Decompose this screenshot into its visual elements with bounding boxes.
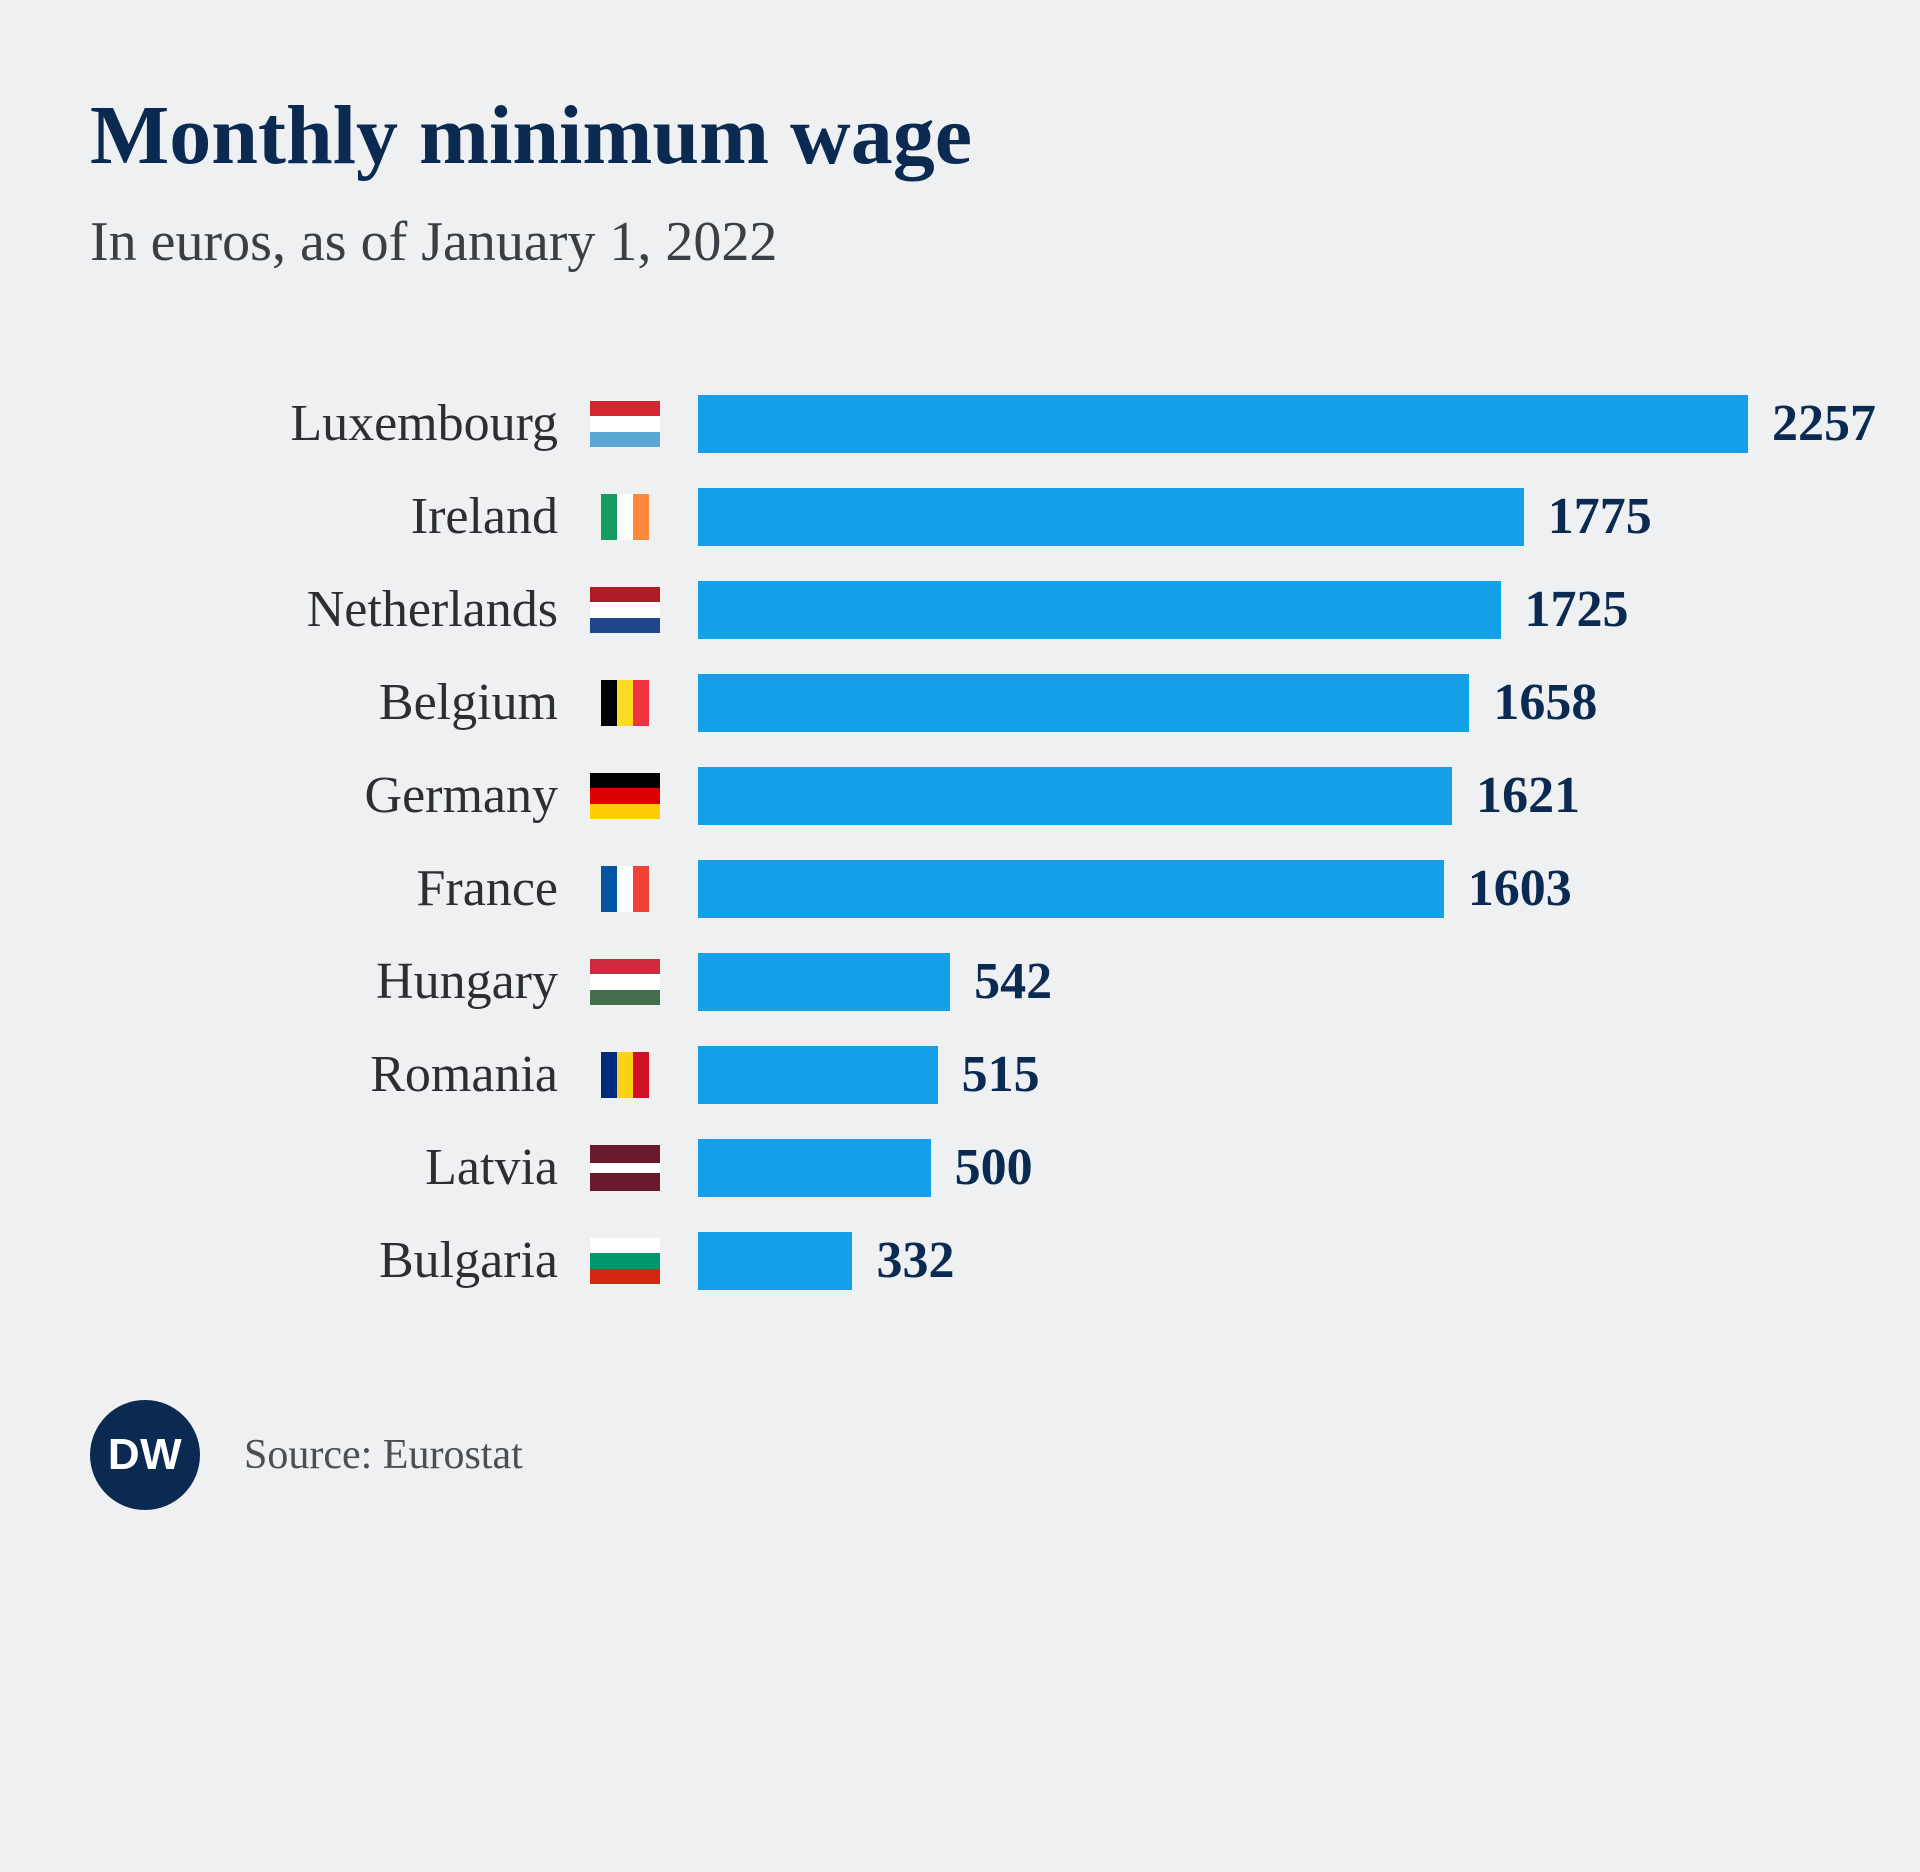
bar-row: Ireland 1775 (90, 487, 1830, 546)
flag-icon (601, 866, 649, 912)
bar-row: Hungary 542 (90, 952, 1830, 1011)
flag-icon (590, 773, 660, 819)
bar (698, 1139, 931, 1197)
flag-icon (601, 494, 649, 540)
bar-row: Netherlands 1725 (90, 580, 1830, 639)
chart-subtitle: In euros, as of January 1, 2022 (90, 210, 1830, 274)
flag-icon (601, 1052, 649, 1098)
bar-row: Romania 515 (90, 1045, 1830, 1104)
flag-cell (580, 494, 670, 540)
flag-icon (601, 680, 649, 726)
flag-icon (590, 401, 660, 447)
bar-value: 1603 (1444, 859, 1572, 918)
country-label: Romania (90, 1045, 580, 1104)
bar-chart: Luxembourg2257 Ireland 1775 Netherlands 1725… (90, 394, 1830, 1290)
bar-row: Latvia 500 (90, 1138, 1830, 1197)
bar-value: 1725 (1501, 580, 1629, 639)
flag-cell (580, 680, 670, 726)
bar (698, 767, 1452, 825)
country-label: Luxembourg (90, 394, 580, 453)
bar-row: France 1603 (90, 859, 1830, 918)
bar-value: 515 (938, 1045, 1040, 1104)
flag-cell (580, 866, 670, 912)
bar-value: 1621 (1452, 766, 1580, 825)
bar-wrap: 1725 (670, 580, 1830, 639)
source-label: Source: Eurostat (244, 1431, 523, 1479)
flag-cell (580, 1145, 670, 1191)
bar-value: 1658 (1469, 673, 1597, 732)
dw-logo-text: DW (108, 1430, 182, 1480)
country-label: Latvia (90, 1138, 580, 1197)
bar-row: Germany 1621 (90, 766, 1830, 825)
country-label: Hungary (90, 952, 580, 1011)
flag-cell (580, 1238, 670, 1284)
bar-row: Luxembourg2257 (90, 394, 1830, 453)
bar-wrap: 332 (670, 1231, 1830, 1290)
bar-value: 542 (950, 952, 1052, 1011)
bar (698, 581, 1501, 639)
country-label: Ireland (90, 487, 580, 546)
flag-icon (590, 959, 660, 1005)
bar-wrap: 1775 (670, 487, 1830, 546)
bar (698, 488, 1524, 546)
flag-cell (580, 959, 670, 1005)
flag-cell (580, 401, 670, 447)
dw-logo: DW (90, 1400, 200, 1510)
country-label: Germany (90, 766, 580, 825)
country-label: Belgium (90, 673, 580, 732)
bar-wrap: 1603 (670, 859, 1830, 918)
bar-wrap: 542 (670, 952, 1830, 1011)
bar-value: 332 (852, 1231, 954, 1290)
bar-wrap: 2257 (670, 394, 1876, 453)
chart-footer: DW Source: Eurostat (90, 1400, 1830, 1510)
flag-cell (580, 773, 670, 819)
country-label: Bulgaria (90, 1231, 580, 1290)
bar (698, 1046, 938, 1104)
bar (698, 860, 1444, 918)
bar-wrap: 1621 (670, 766, 1830, 825)
chart-title: Monthly minimum wage (90, 90, 1830, 182)
bar-wrap: 500 (670, 1138, 1830, 1197)
flag-cell (580, 1052, 670, 1098)
bar-row: Bulgaria 332 (90, 1231, 1830, 1290)
flag-icon (590, 587, 660, 633)
bar (698, 1232, 852, 1290)
bar-wrap: 515 (670, 1045, 1830, 1104)
country-label: Netherlands (90, 580, 580, 639)
country-label: France (90, 859, 580, 918)
flag-icon (590, 1238, 660, 1284)
bar (698, 953, 950, 1011)
bar-value: 2257 (1748, 394, 1876, 453)
bar (698, 674, 1469, 732)
flag-cell (580, 587, 670, 633)
bar-value: 1775 (1524, 487, 1652, 546)
bar-wrap: 1658 (670, 673, 1830, 732)
flag-icon (590, 1145, 660, 1191)
bar-value: 500 (931, 1138, 1033, 1197)
chart-card: Monthly minimum wage In euros, as of Jan… (0, 0, 1920, 1580)
bar (698, 395, 1748, 453)
bar-row: Belgium 1658 (90, 673, 1830, 732)
